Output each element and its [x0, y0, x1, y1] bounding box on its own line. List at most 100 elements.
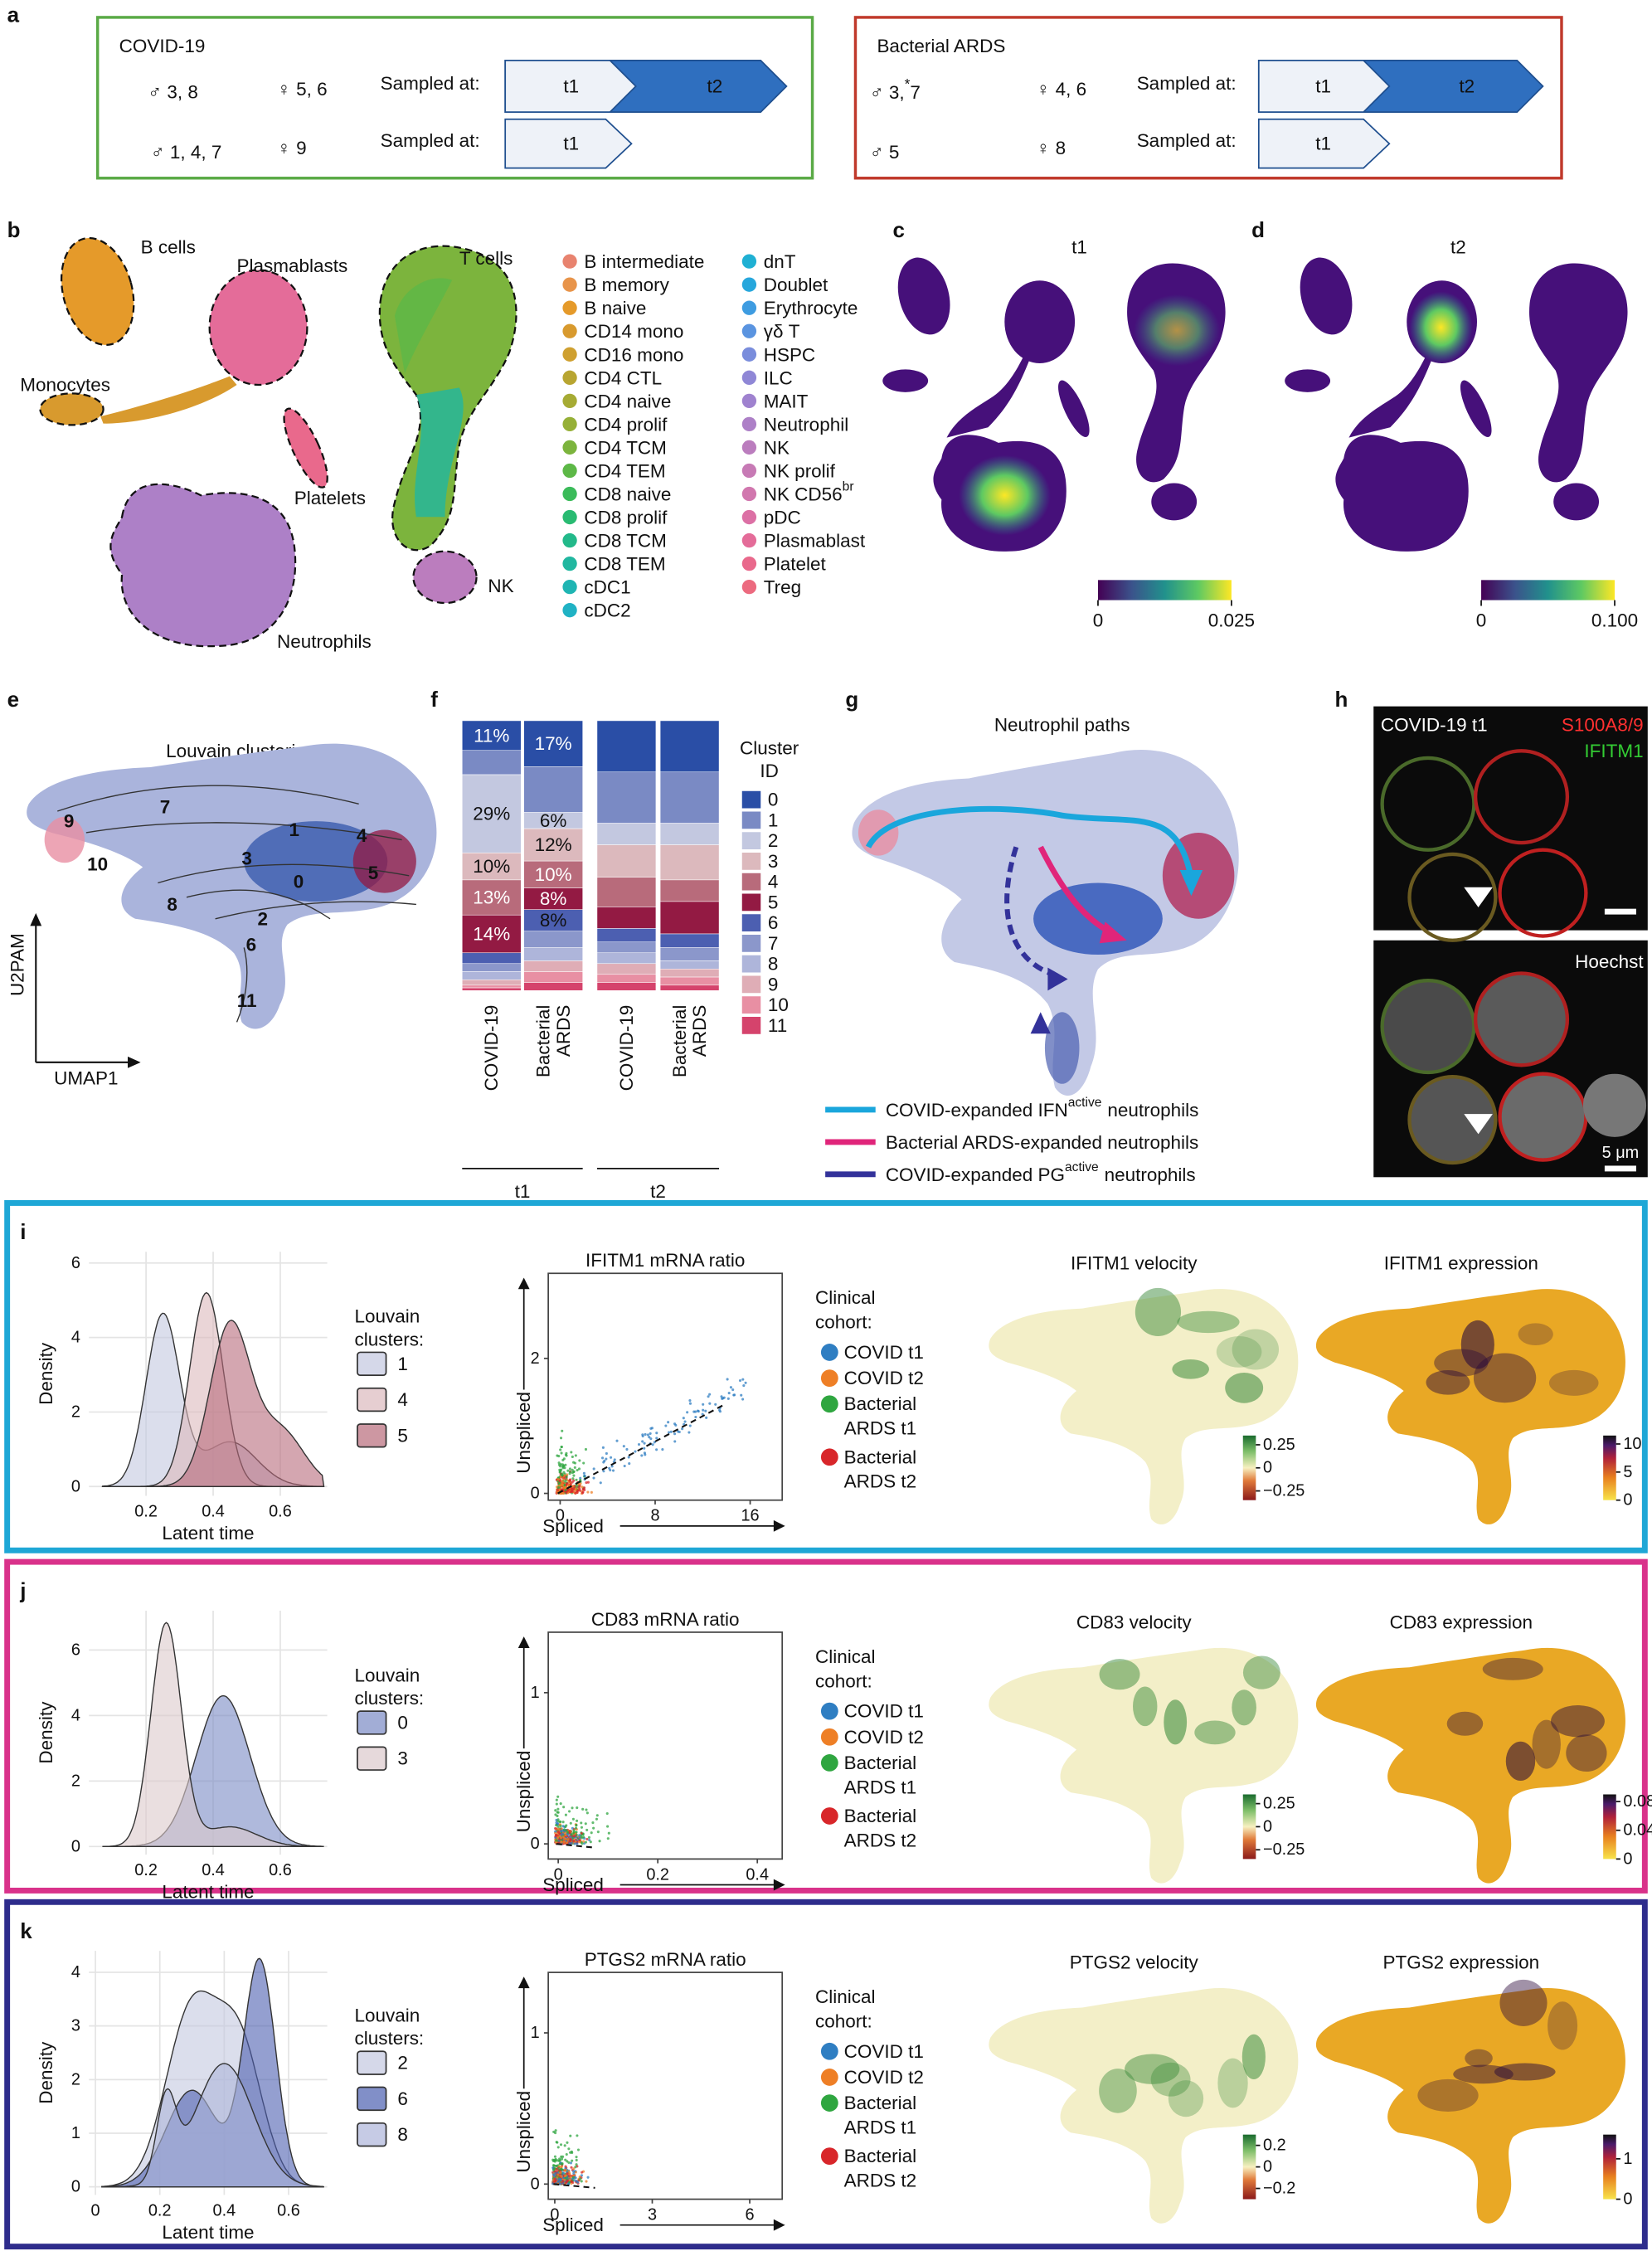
cluster-number: 3 — [241, 848, 252, 869]
scatter-dot — [673, 1432, 677, 1436]
scatter-dot — [582, 1471, 585, 1475]
colorbar-label: 0 — [1263, 1459, 1272, 1477]
timeline-arrow — [504, 118, 633, 169]
scatter-dot — [596, 1830, 600, 1834]
legend-entry: Neutrophil — [764, 414, 849, 435]
scatter-dot — [655, 1437, 658, 1440]
umap-shade — [1566, 1734, 1607, 1772]
streamline — [215, 901, 416, 920]
scatter-dot — [721, 1397, 724, 1400]
scatter-dot — [557, 1463, 561, 1466]
axis-label: Spliced — [542, 2215, 604, 2235]
bar-segment — [462, 952, 522, 965]
scatter-dot — [568, 1831, 571, 1835]
panel-letter: k — [20, 1918, 32, 1943]
legend-entry: cDC1 — [584, 576, 630, 597]
scatter-dot — [606, 1825, 610, 1828]
scatter-dot — [561, 2171, 566, 2175]
scatter-dot — [573, 1835, 576, 1838]
cluster-blob — [208, 269, 309, 387]
time-label: t1 — [1315, 134, 1331, 154]
x-tick-label: 6 — [746, 2206, 755, 2224]
legend-entry: B memory — [584, 275, 669, 295]
legend-title: clusters: — [354, 1329, 424, 1349]
scatter-dot — [578, 1834, 581, 1837]
timeline-arrow — [1257, 118, 1391, 169]
bar-segment — [462, 971, 522, 980]
legend-swatch — [741, 955, 761, 973]
scatter-dot — [554, 1826, 557, 1830]
scatter-dot — [578, 1836, 581, 1840]
bar-segment — [462, 963, 522, 972]
legend-entry: CD4 TCM — [584, 437, 667, 458]
legend-entry: COVID-expanded PG — [886, 1164, 1065, 1184]
axis-label: Spliced — [542, 1874, 604, 1895]
bar-segment — [523, 860, 583, 888]
scatter-dot — [569, 2134, 572, 2137]
scatter-dot — [571, 1477, 575, 1480]
colorbar-label: −0.25 — [1263, 1482, 1305, 1500]
scatter-dot — [572, 1474, 576, 1477]
umap-shade — [1172, 1359, 1209, 1379]
legend-entry: HSPC — [764, 344, 815, 365]
axis-label: Unspliced — [513, 2091, 534, 2173]
bar-label: COVID-19 — [481, 1005, 502, 1091]
scatter-dot — [590, 1831, 593, 1835]
legend-entry: 6 — [768, 912, 779, 933]
colorbar-label: 0 — [1623, 1491, 1632, 1510]
legend-entry: CD4 TEM — [584, 460, 665, 481]
legend-entry: 8 — [397, 2124, 408, 2145]
scatter-dot — [573, 1842, 576, 1845]
scatter-dot — [613, 1458, 616, 1461]
legend-title: Clinical — [815, 1287, 875, 1308]
scatter-dot — [569, 1835, 572, 1839]
x-tick-label: 0 — [550, 2206, 559, 2224]
axis-label: U2PAM — [7, 933, 27, 996]
umap-shade — [1460, 1320, 1494, 1369]
legend-swatch — [357, 1710, 387, 1735]
bar-label: ARDS — [553, 1005, 574, 1057]
streamline — [186, 889, 331, 920]
legend-swatch — [741, 416, 757, 432]
scatter-dot — [655, 1448, 658, 1451]
scatter-dot — [556, 2180, 560, 2183]
legend-entry: Treg — [764, 576, 801, 597]
sex-count: ♂ 3, 8 — [148, 81, 198, 102]
scatter-dot — [628, 1462, 631, 1466]
scale-bar — [1604, 908, 1636, 915]
time-label: t2 — [707, 75, 722, 96]
scatter-dot — [720, 1395, 723, 1398]
cluster-number: 10 — [87, 854, 108, 875]
scatter-dot — [559, 1825, 562, 1828]
scatter-dot — [567, 1483, 571, 1487]
legend-swatch — [562, 603, 577, 618]
scatter-dot — [592, 1467, 595, 1471]
legend-entry: CD4 prolif — [584, 414, 668, 435]
scatter-dot — [574, 1454, 577, 1457]
scatter-dot — [576, 2181, 580, 2184]
plot-title: CD83 velocity — [1076, 1612, 1192, 1632]
scatter-dot — [578, 1839, 581, 1842]
scatter-dot — [559, 1476, 562, 1479]
scatter-dot — [583, 1475, 586, 1478]
scatter-dot — [566, 1838, 570, 1841]
scatter-dot — [564, 2166, 567, 2170]
scatter-dot — [701, 1412, 704, 1416]
arrow-head — [1030, 1012, 1051, 1034]
scatter-dot — [677, 1430, 680, 1433]
x-tick-label: 0.4 — [746, 1865, 769, 1884]
bar-segment — [523, 887, 583, 910]
scatter-dot — [740, 1393, 743, 1397]
umap-shade — [1194, 1720, 1236, 1745]
scatter-dot — [627, 1456, 630, 1459]
scatter-dot — [569, 1483, 572, 1486]
axis-label: Density — [36, 1701, 56, 1764]
scatter-dot — [571, 1468, 574, 1471]
scatter-dot — [702, 1408, 705, 1412]
scatter-dot — [641, 1440, 644, 1443]
scatter-dot — [574, 2166, 577, 2169]
legend-entry: Bacterial — [844, 1806, 916, 1826]
scale-label: 5 μm — [1602, 1144, 1640, 1162]
sampled-label: Sampled at: — [1137, 130, 1237, 151]
sampled-label: Sampled at: — [381, 73, 480, 94]
